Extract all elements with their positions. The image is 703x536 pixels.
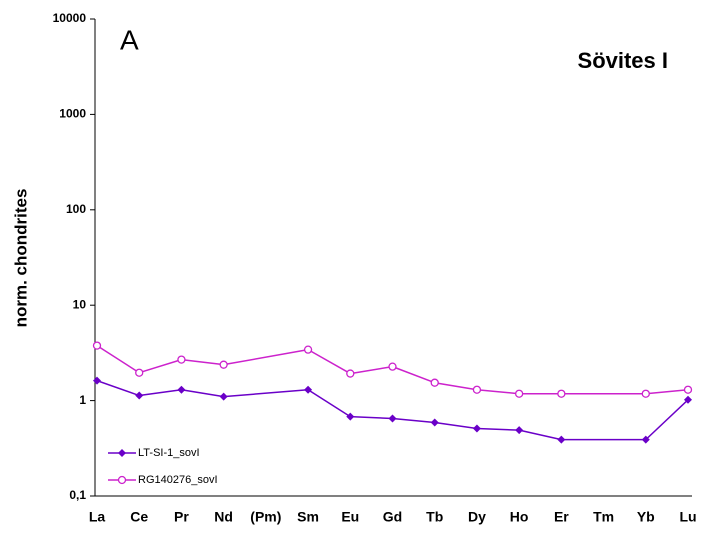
point	[684, 395, 692, 404]
line-segment	[181, 358, 224, 366]
line-segment	[307, 349, 351, 375]
x-tick-label: Eu	[341, 509, 359, 525]
point	[388, 414, 397, 423]
y-tick-label: 10	[73, 297, 87, 311]
panel-label: A	[120, 24, 139, 55]
x-tick-label: Tm	[593, 509, 614, 525]
point	[641, 389, 650, 398]
point	[303, 345, 313, 354]
point	[304, 385, 313, 394]
point	[557, 435, 566, 444]
x-tick-label: Nd	[214, 509, 233, 525]
line-segment	[138, 358, 182, 374]
point	[472, 385, 482, 394]
point	[135, 368, 144, 377]
y-tick-label: 0,1	[69, 488, 86, 502]
point	[346, 369, 355, 378]
y-axis-label: norm. chondrites	[11, 189, 30, 328]
line-segment	[645, 399, 689, 441]
point	[683, 385, 693, 394]
legend-marker	[117, 475, 127, 485]
point	[641, 435, 650, 444]
y-tick-label: 1	[79, 393, 86, 407]
line-segment	[476, 388, 520, 395]
point	[514, 389, 524, 398]
x-tick-label: Yb	[637, 509, 655, 525]
line-segment	[139, 388, 182, 397]
line-segment	[307, 389, 351, 418]
line-segment	[181, 388, 224, 398]
x-tick-label: Er	[554, 509, 569, 525]
line-segment	[223, 348, 309, 366]
point	[92, 341, 102, 350]
line-segment	[434, 381, 478, 391]
x-tick-label: Tb	[426, 509, 443, 525]
point	[346, 412, 355, 421]
point	[219, 360, 228, 369]
x-tick-label: Pr	[174, 509, 189, 525]
y-tick-label: 100	[66, 202, 86, 216]
line-segment	[645, 388, 689, 395]
line-segment	[392, 417, 435, 424]
line-segment	[223, 388, 309, 398]
point	[472, 424, 481, 433]
point	[219, 392, 228, 401]
chart-title: Sövites I	[578, 48, 668, 73]
point	[515, 426, 524, 435]
x-tick-label: Gd	[383, 509, 402, 525]
point	[135, 391, 144, 400]
x-tick-label: Ce	[130, 509, 148, 525]
line-segment	[96, 379, 140, 397]
line-segment	[350, 415, 393, 420]
x-tick-label: Lu	[679, 509, 696, 525]
point	[557, 389, 566, 398]
point	[430, 418, 439, 427]
point	[388, 362, 397, 371]
line-segment	[518, 429, 562, 441]
x-tick-label: Ho	[510, 509, 529, 525]
line-segment	[96, 344, 140, 374]
point	[177, 355, 186, 364]
point	[93, 376, 101, 385]
y-tick-label: 10000	[53, 11, 87, 25]
x-tick-label: La	[89, 509, 106, 525]
line-segment	[350, 365, 393, 375]
line-segment	[476, 427, 520, 431]
legend-label: LT-SI-1_sovI	[138, 447, 200, 459]
legend-marker	[118, 449, 126, 457]
y-tick-label: 1000	[59, 107, 86, 121]
legend-label: RG140276_sovI	[138, 474, 218, 486]
point	[177, 385, 186, 394]
x-tick-label: Dy	[468, 509, 486, 525]
x-tick-label: (Pm)	[250, 509, 281, 525]
line-segment	[434, 421, 478, 430]
line-segment	[392, 365, 435, 384]
x-tick-label: Sm	[297, 509, 319, 525]
point	[430, 378, 439, 387]
